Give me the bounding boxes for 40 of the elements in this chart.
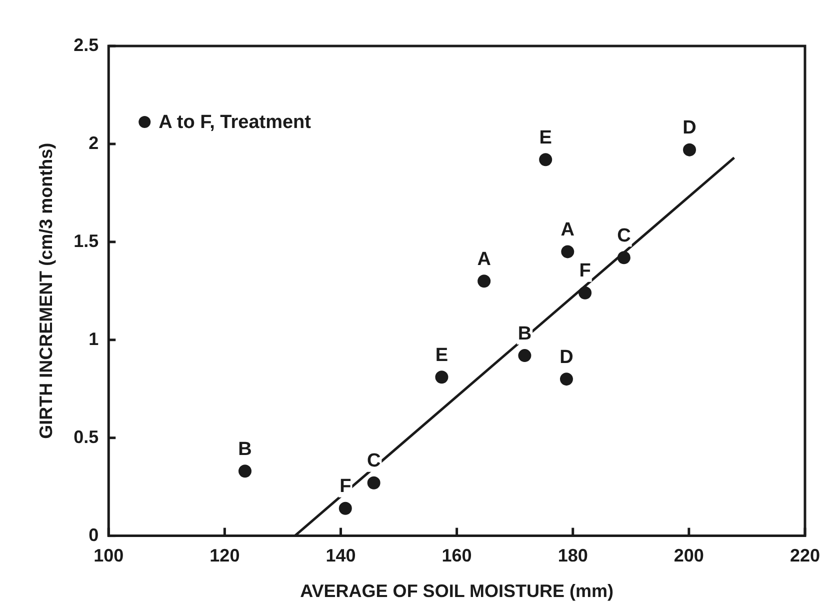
annotation: C [617, 225, 632, 246]
y-tick-label: 1 [88, 328, 99, 349]
annotation: E [435, 344, 448, 366]
point [518, 349, 532, 362]
y-tick-label: 1.5 [74, 230, 99, 251]
x-tick-label: 140 [326, 546, 356, 566]
x-tick-label: 100 [94, 546, 124, 566]
annotation: D [560, 346, 574, 368]
y-tick-label: 0 [88, 524, 99, 545]
point [367, 476, 380, 490]
point [578, 286, 592, 300]
point [238, 464, 252, 478]
point [683, 143, 696, 156]
y-axis-title: GIRTH INCREMENT (cm/3 months) [36, 142, 56, 439]
annotation: D [682, 118, 696, 139]
x-tick-label: 200 [674, 546, 704, 566]
annotation: B [238, 438, 252, 460]
x-axis-title: AVERAGE OF SOIL MOISTURE (mm) [300, 581, 614, 602]
annotation: C [366, 450, 381, 472]
annotation: A [477, 248, 492, 270]
x-tick-label: 160 [442, 546, 472, 566]
x-tick-label: 120 [210, 546, 240, 566]
annotation: E [539, 127, 552, 148]
y-tick-label: 0.5 [74, 426, 99, 447]
legend-label: A to F, Treatment [158, 112, 312, 134]
annotation: F [579, 260, 591, 282]
point [561, 245, 574, 258]
annotation: A [560, 219, 575, 240]
annotation: F [340, 476, 352, 498]
point [435, 370, 448, 384]
y-tick-label: 2 [88, 132, 99, 153]
point [539, 153, 552, 166]
x-tick-label: 180 [558, 546, 588, 566]
point [617, 251, 630, 264]
point [478, 274, 491, 288]
annotation: B [518, 323, 532, 344]
x-tick-label: 220 [790, 546, 820, 566]
point [338, 502, 352, 515]
point [560, 372, 573, 386]
y-tick-label: 2.5 [74, 34, 99, 55]
